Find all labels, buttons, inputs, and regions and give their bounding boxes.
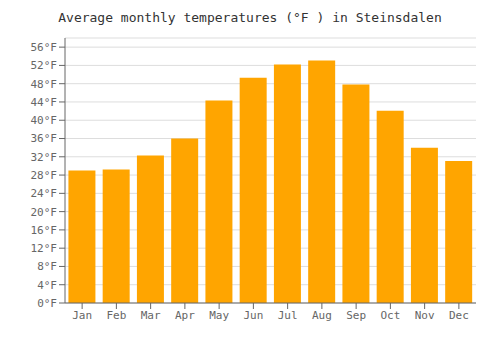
svg-text:Feb: Feb [106, 309, 126, 322]
svg-text:56°F: 56°F [31, 41, 58, 54]
svg-text:24°F: 24°F [31, 187, 58, 200]
svg-text:Jan: Jan [72, 309, 92, 322]
svg-text:52°F: 52°F [31, 59, 58, 72]
svg-text:8°F: 8°F [37, 260, 57, 273]
svg-text:12°F: 12°F [31, 242, 58, 255]
svg-text:Aug: Aug [312, 309, 332, 322]
svg-text:Mar: Mar [141, 309, 161, 322]
svg-text:36°F: 36°F [31, 132, 58, 145]
svg-text:Oct: Oct [380, 309, 400, 322]
svg-text:32°F: 32°F [31, 151, 58, 164]
svg-text:44°F: 44°F [31, 96, 58, 109]
svg-text:May: May [209, 309, 229, 322]
svg-text:16°F: 16°F [31, 224, 58, 237]
svg-text:Jun: Jun [243, 309, 263, 322]
svg-text:40°F: 40°F [31, 114, 58, 127]
svg-text:Apr: Apr [175, 309, 195, 322]
svg-text:Sep: Sep [346, 309, 366, 322]
svg-text:0°F: 0°F [37, 297, 57, 310]
svg-text:Dec: Dec [449, 309, 469, 322]
svg-text:28°F: 28°F [31, 169, 58, 182]
svg-text:20°F: 20°F [31, 206, 58, 219]
svg-text:48°F: 48°F [31, 78, 58, 91]
svg-text:Jul: Jul [278, 309, 298, 322]
svg-text:Nov: Nov [415, 309, 435, 322]
html-text:Average monthly temperatures (: Average monthly temperatures (°F ) in St… [58, 10, 442, 25]
svg-text:4°F: 4°F [37, 279, 57, 292]
